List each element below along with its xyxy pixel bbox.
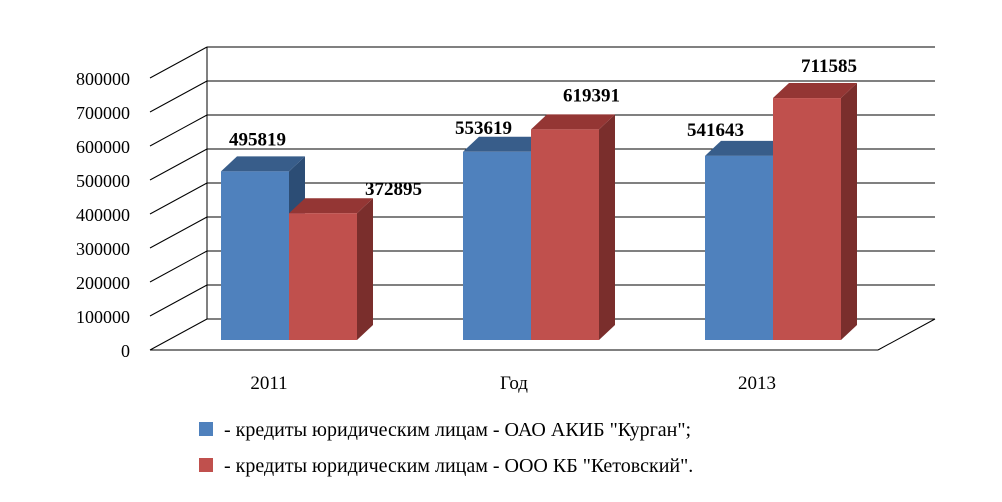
- bar-front: [531, 129, 599, 340]
- data-labels: 495819 372895 553619 619391 541643 711585: [229, 56, 857, 200]
- bar-side: [599, 114, 615, 340]
- legend-label: - кредиты юридическим лицам - ОАО АКИБ "…: [224, 419, 691, 441]
- gridline-left-wall: [149, 46, 208, 79]
- y-tick-label: 800000: [76, 69, 130, 89]
- x-category-label: 2011: [250, 373, 287, 394]
- legend: - кредиты юридическим лицам - ОАО АКИБ "…: [199, 419, 693, 477]
- bar-top: [773, 83, 857, 99]
- bar-top: [221, 156, 305, 172]
- floor-right-edge: [877, 318, 936, 351]
- bar-front: [463, 151, 531, 340]
- bar-top: [289, 198, 373, 214]
- legend-swatch: [199, 458, 213, 472]
- gridline-left-wall: [149, 284, 208, 317]
- data-label: 541643: [687, 120, 744, 141]
- gridline-left-wall: [149, 114, 208, 147]
- bar-side: [357, 198, 373, 340]
- x-category-label: 2013: [738, 373, 776, 394]
- data-label: 372895: [365, 179, 422, 200]
- y-tick-label: 500000: [76, 171, 130, 191]
- data-label: 711585: [801, 56, 857, 77]
- x-category-labels: 2011 Год 2013: [250, 373, 776, 394]
- bar-2-0: [289, 198, 373, 340]
- data-label: 619391: [563, 85, 620, 106]
- bar-front: [773, 98, 841, 340]
- bar-top: [705, 140, 789, 156]
- bar-side: [841, 83, 857, 340]
- bar-top: [531, 114, 615, 130]
- gridline-left-wall: [149, 148, 208, 181]
- y-tick-label: 700000: [76, 103, 130, 123]
- data-label: 553619: [455, 118, 512, 139]
- gridline-left-wall: [149, 318, 208, 351]
- x-category-label: Год: [500, 373, 528, 394]
- y-tick-label: 300000: [76, 239, 130, 259]
- bar-2-1: [531, 114, 615, 340]
- legend-item-1: - кредиты юридическим лицам - ОАО АКИБ "…: [199, 419, 691, 441]
- legend-item-2: - кредиты юридическим лицам - ООО КБ "Ке…: [199, 455, 693, 477]
- bar-front: [289, 213, 357, 340]
- gridline-left-wall: [149, 182, 208, 215]
- bar-front: [705, 155, 773, 340]
- data-label: 495819: [229, 129, 286, 150]
- y-tick-label: 100000: [76, 307, 130, 327]
- y-tick-labels: 0 100000 200000 300000 400000 500000 600000 700…: [76, 69, 130, 361]
- legend-swatch: [199, 422, 213, 436]
- gridline-left-wall: [149, 250, 208, 283]
- bar-front: [221, 171, 289, 340]
- gridline-left-wall: [149, 216, 208, 249]
- legend-label: - кредиты юридическим лицам - ООО КБ "Ке…: [224, 455, 693, 477]
- y-tick-label: 200000: [76, 273, 130, 293]
- bar-2-2: [773, 83, 857, 340]
- bars: [221, 83, 857, 340]
- y-tick-label: 400000: [76, 205, 130, 225]
- bar-top: [463, 136, 547, 152]
- gridline-left-wall: [149, 80, 208, 113]
- y-tick-label: 0: [121, 341, 130, 361]
- y-tick-label: 600000: [76, 137, 130, 157]
